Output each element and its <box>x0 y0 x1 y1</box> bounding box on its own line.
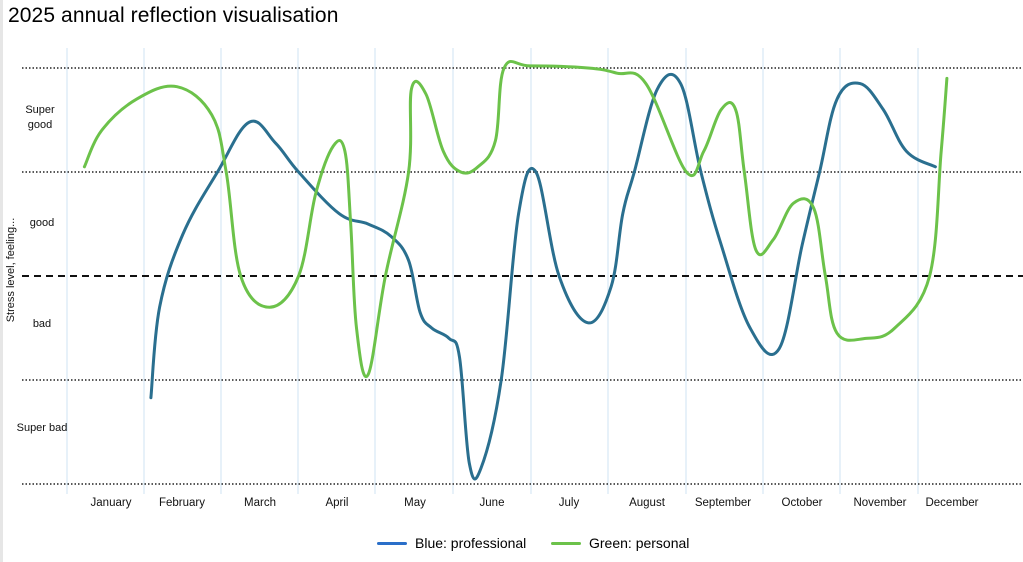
x-tick-label-11: December <box>925 497 978 509</box>
legend-label-personal: Green: personal <box>589 535 690 551</box>
y-level-label-1: good <box>30 217 54 229</box>
series-line-professional <box>149 72 937 481</box>
x-tick-label-3: April <box>325 497 348 509</box>
series-line-personal <box>82 59 949 379</box>
x-tick-label-1: February <box>159 497 205 509</box>
legend-swatch-green <box>551 541 581 545</box>
x-tick-label-10: November <box>853 497 906 509</box>
x-tick-label-0: January <box>91 497 132 509</box>
legend-label-professional: Blue: professional <box>415 535 527 551</box>
legend: Blue: professional Green: personal <box>0 535 1023 555</box>
x-tick-label-8: September <box>695 497 751 509</box>
x-tick-label-2: March <box>244 497 276 509</box>
x-tick-label-9: October <box>782 497 823 509</box>
y-level-label-3: Super bad <box>17 422 68 434</box>
legend-swatch-blue <box>377 541 407 545</box>
y-level-label-0: Super good <box>25 104 55 131</box>
legend-item-personal: Green: personal <box>551 535 689 551</box>
chart-title: 2025 annual reflection visualisation <box>8 4 339 27</box>
x-tick-label-4: May <box>404 497 426 509</box>
y-axis-title: Stress level, feeling... <box>5 218 17 323</box>
x-tick-label-6: July <box>559 497 580 509</box>
y-level-label-2: bad <box>33 318 51 330</box>
x-tick-label-5: June <box>480 497 505 509</box>
legend-item-professional: Blue: professional <box>377 535 526 551</box>
window-edge <box>0 0 3 562</box>
x-tick-label-7: August <box>629 497 666 509</box>
